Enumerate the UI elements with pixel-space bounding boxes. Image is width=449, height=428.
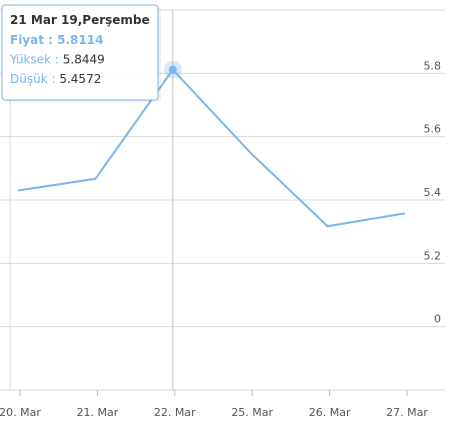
x-tick-label: 21. Mar — [77, 406, 119, 419]
tooltip-row: Yüksek : 5.8449 — [9, 53, 105, 67]
x-tick-label: 20. Mar — [0, 406, 41, 419]
x-tick-label: 25. Mar — [231, 406, 273, 419]
tooltip-label: Düşük : — [10, 72, 56, 86]
y-tick-label: 5.6 — [424, 123, 442, 136]
x-tick-label: 22. Mar — [154, 406, 196, 419]
tooltip-value: 5.8114 — [57, 33, 103, 47]
tooltip-value: 5.4572 — [59, 72, 101, 86]
x-tick-label: 26. Mar — [309, 406, 351, 419]
tooltip-box — [1, 4, 159, 101]
x-tick-label: 27. Mar — [386, 406, 428, 419]
tooltip-label: Yüksek : — [9, 53, 59, 67]
tooltip-row: Düşük : 5.4572 — [10, 72, 101, 86]
tooltip-label: Fiyat : — [10, 33, 53, 47]
tooltip: 21 Mar 19,Perşembe Fiyat : 5.8114 Yüksek :… — [1, 4, 161, 102]
tooltip-title: 21 Mar 19,Perşembe — [10, 13, 150, 27]
y-tick-label: 5.2 — [424, 249, 442, 262]
y-tick-label: 5.4 — [424, 186, 442, 199]
hover-point — [168, 65, 177, 74]
y-tick-label: 0 — [434, 313, 441, 326]
series-line — [17, 68, 406, 228]
tooltip-value: 5.8449 — [63, 53, 105, 67]
tooltip-row: Fiyat : 5.8114 — [10, 33, 103, 47]
y-tick-label: 5.8 — [424, 59, 442, 72]
